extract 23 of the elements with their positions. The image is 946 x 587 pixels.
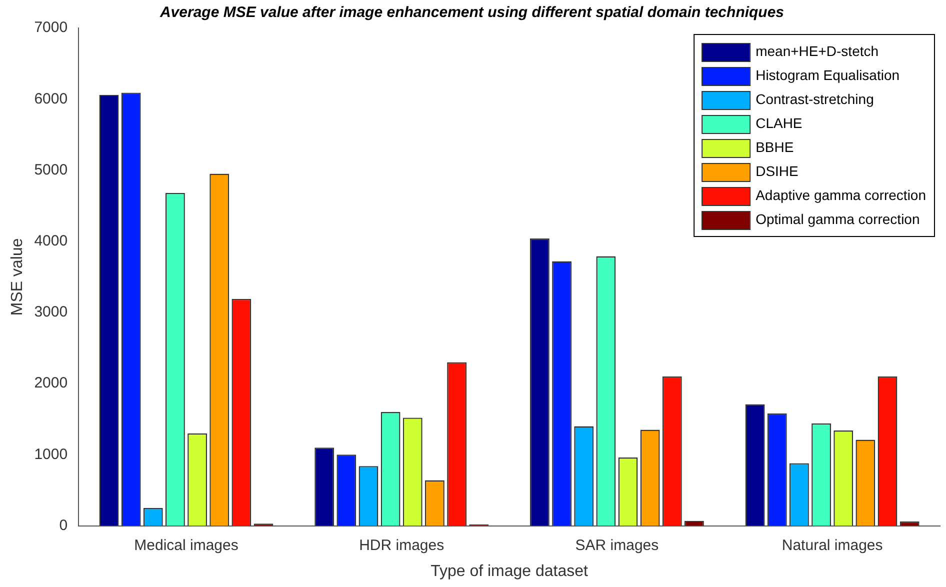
y-tick-label: 1000 [34,446,68,463]
x-tick-label: Medical images [134,536,238,554]
y-tick-label: 6000 [34,90,68,108]
legend-label: Contrast-stretching [756,90,874,107]
y-tick-label: 5000 [34,161,68,178]
legend-label: DSIHE [756,162,798,179]
x-axis-title: Type of image dataset [430,562,589,580]
y-tick-label: 2000 [34,374,68,392]
y-axis-title: MSE value [9,238,26,316]
chart-title: Average MSE value after image enhancement using different spatial domain techniques [158,4,784,22]
y-tick-label: 7000 [34,19,68,36]
legend-label: Adaptive gamma correction [756,186,926,203]
y-tick-label: 4000 [34,232,68,250]
legend-label: Optimal gamma correction [756,210,920,227]
legend-label: Histogram Equalisation [756,66,900,83]
legend-label: BBHE [756,138,794,155]
x-tick-label: Natural images [782,536,883,554]
y-tick-label: 0 [59,516,68,534]
legend-label: CLAHE [756,114,802,131]
y-tick-label: 3000 [34,304,68,321]
legend-label: mean+HE+D-stetch [756,42,879,59]
x-tick-label: SAR images [575,536,659,554]
x-tick-label: HDR images [359,536,444,554]
